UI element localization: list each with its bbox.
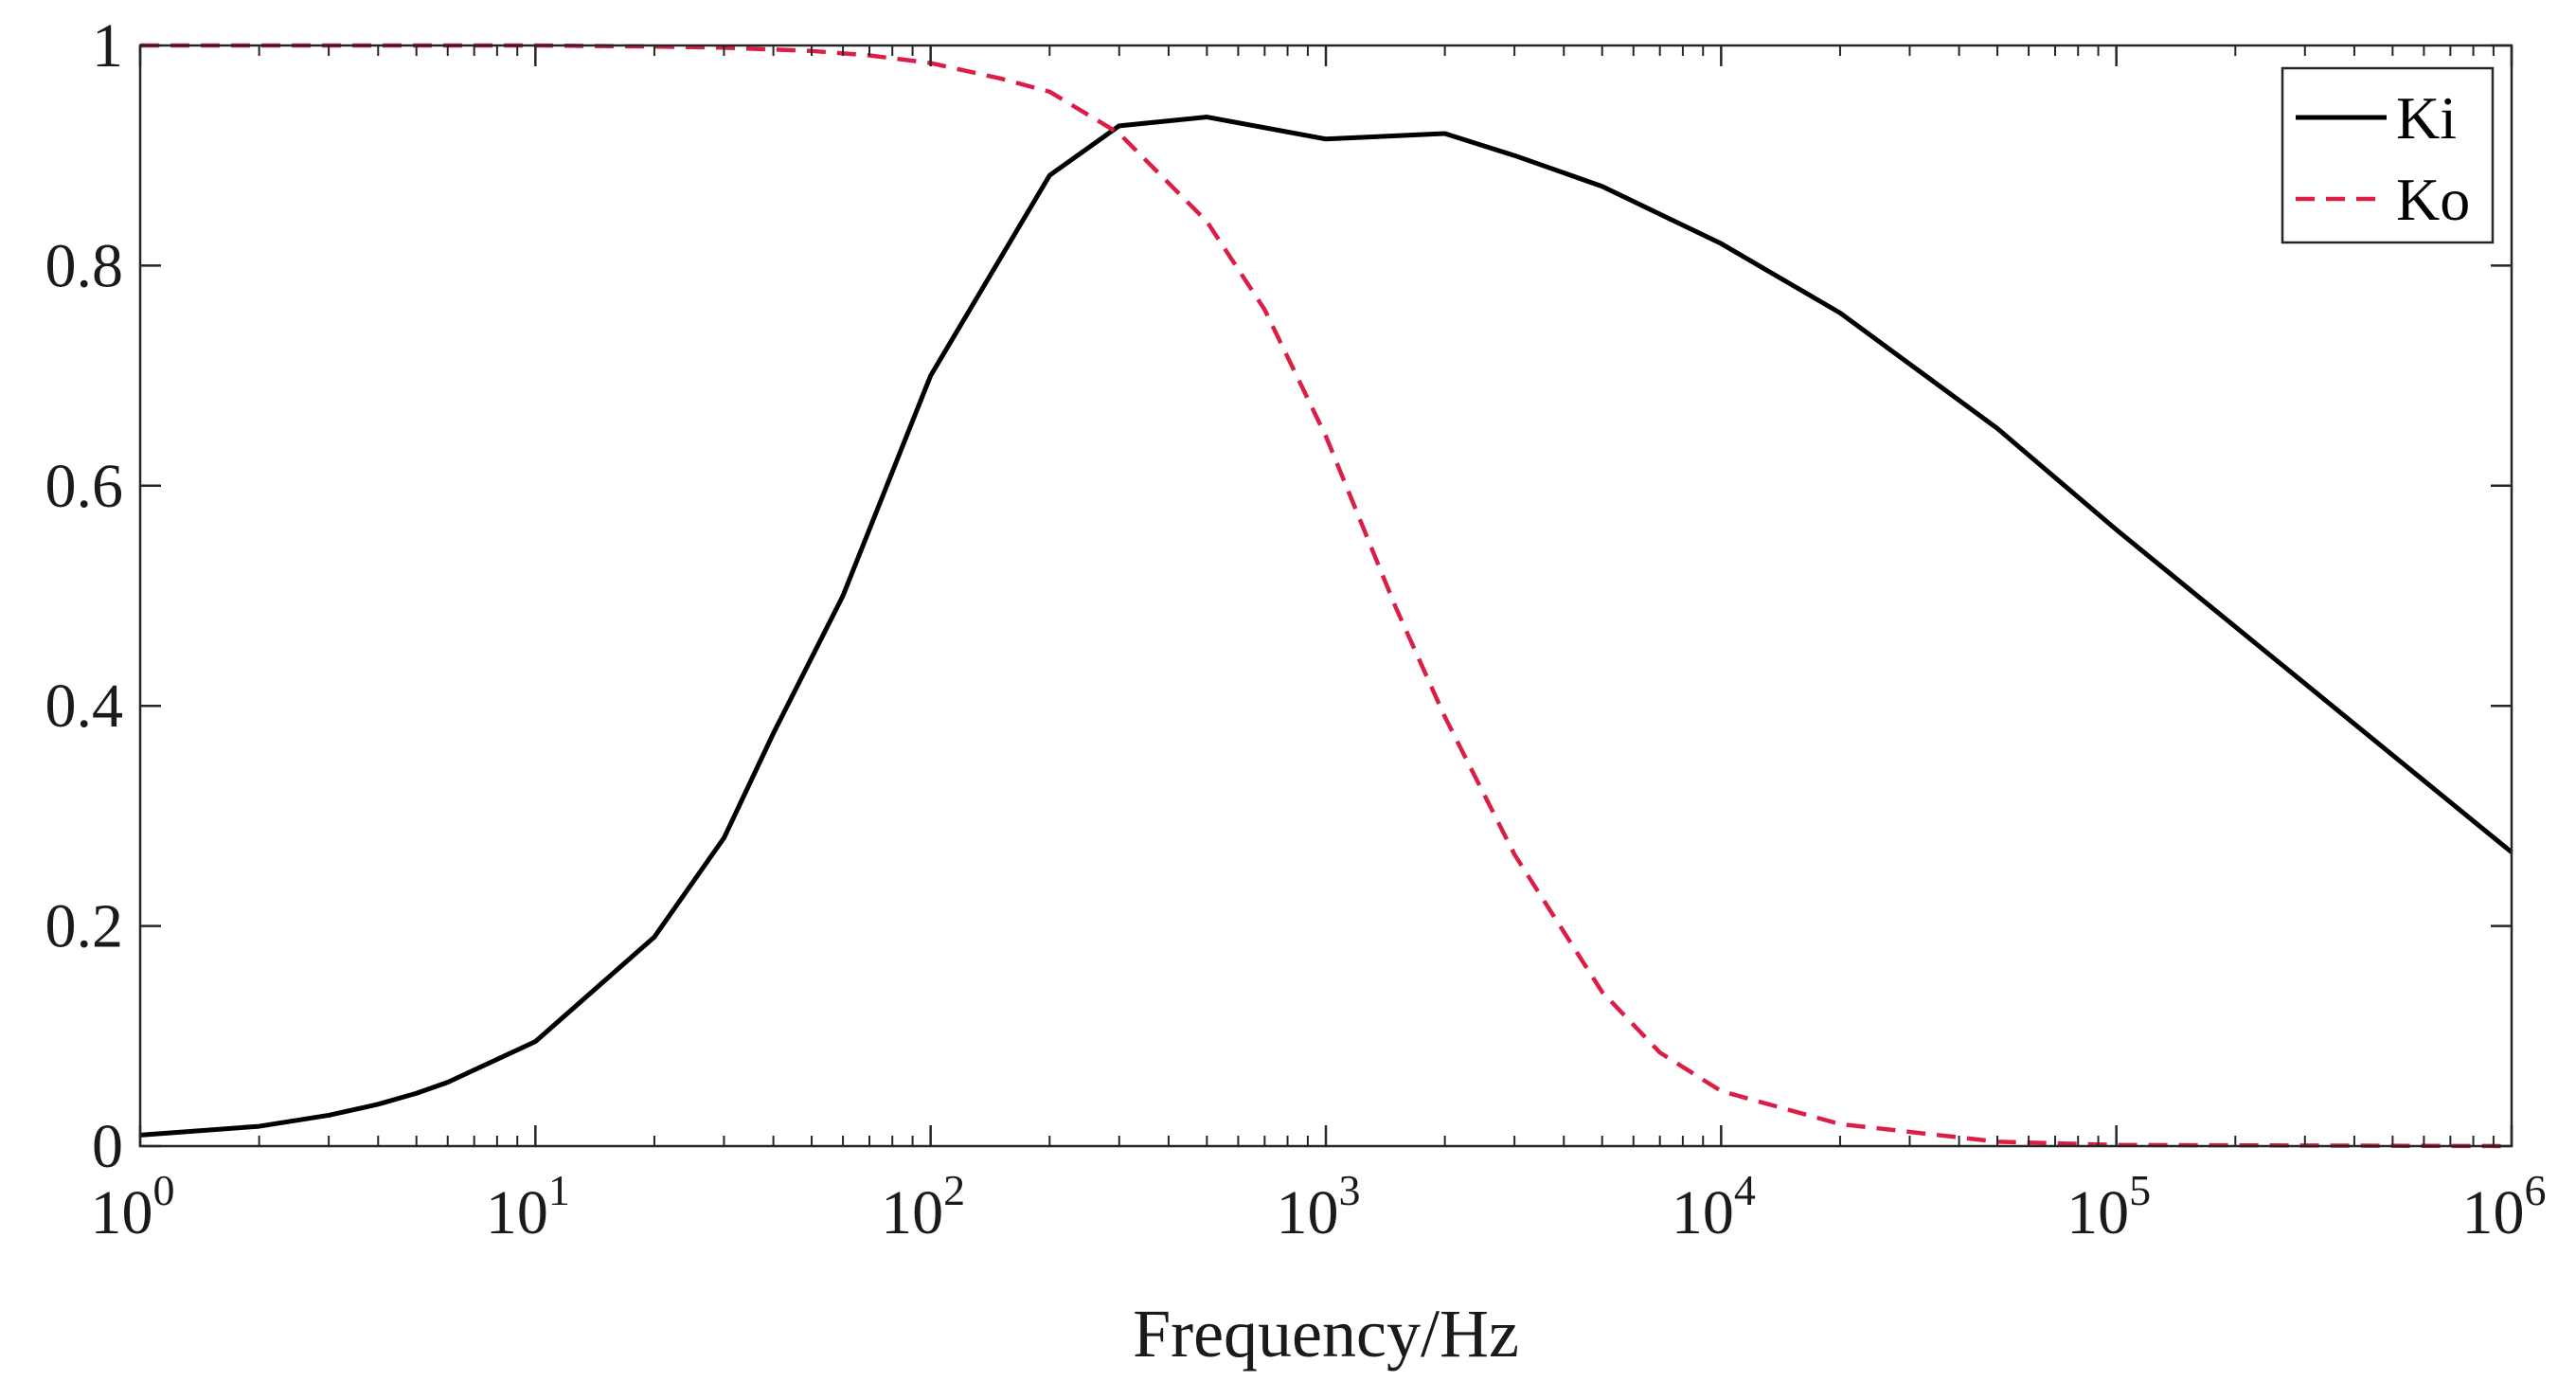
y-tick-label: 0.6: [45, 452, 124, 521]
legend: Ki Ko: [2281, 66, 2495, 244]
axes-layer: 0 0.2 0.4 0.6 0.8 1 100 101 102 103 104 105 106 Frequ…: [45, 11, 2547, 1372]
x-tick-label: 105: [2066, 1166, 2151, 1247]
series-line-ki: [139, 115, 2513, 1138]
axes-box: [138, 44, 2513, 1148]
y-tick-label: 0: [92, 1112, 123, 1181]
legend-box: [2281, 66, 2495, 244]
y-tick-label: 0.4: [45, 672, 124, 741]
x-tick-label: 103: [1277, 1166, 1361, 1247]
y-tick-label: 1: [92, 11, 123, 81]
legend-label-ki: Ki: [2396, 84, 2457, 152]
legend-label-ko: Ko: [2396, 166, 2470, 233]
x-tick-label: 100: [91, 1166, 175, 1247]
y-tick-label: 0.2: [45, 892, 124, 961]
x-tick-label: 101: [486, 1166, 570, 1247]
x-tick-label: 102: [881, 1166, 965, 1247]
plot-content: [139, 43, 2513, 1149]
y-tick-label: 0.8: [45, 231, 124, 300]
x-tick-label: 104: [1672, 1166, 1756, 1247]
x-tick-label: 106: [2462, 1166, 2547, 1247]
series-line-ko: [140, 43, 2513, 1149]
x-axis-title: Frequency/Hz: [1133, 1296, 1519, 1372]
